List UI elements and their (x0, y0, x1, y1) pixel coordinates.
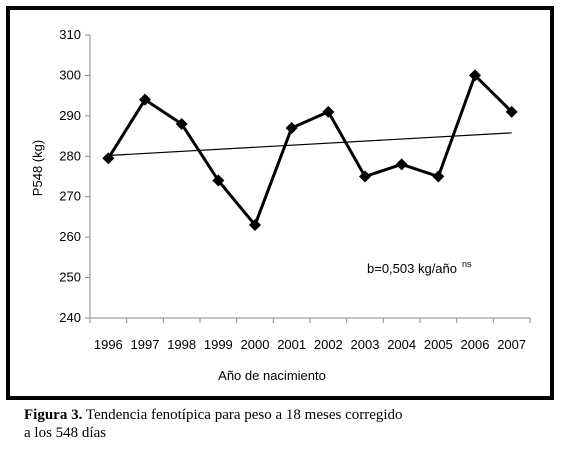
y-tick-label: 240 (59, 310, 81, 325)
y-tick-label: 260 (59, 229, 81, 244)
figure-frame: 240 250 260 270 280 290 300 310 1996 1997 1998 199… (6, 6, 554, 400)
x-tick-label: 2005 (424, 337, 453, 352)
data-point-marker (359, 170, 371, 183)
y-tick-label: 310 (59, 27, 81, 42)
series-group (102, 69, 518, 232)
data-point-marker (505, 105, 518, 118)
series-line (107, 72, 513, 228)
y-tick-label: 290 (59, 108, 81, 123)
data-point-marker (249, 219, 261, 232)
data-point-marker (469, 69, 481, 82)
data-point-marker (175, 117, 188, 130)
caption-line-2: a los 548 días (24, 425, 107, 441)
x-tick-label: 2007 (497, 337, 526, 352)
data-point-marker (102, 152, 115, 165)
slope-annotation-superscript: ns (462, 259, 472, 269)
trendline (108, 132, 512, 157)
x-axis-ticks: 1996 1997 1998 1999 2000 2001 2002 2003 2004 2005… (89, 318, 531, 352)
caption-label: Figura 3. (24, 407, 83, 423)
slope-annotation: b=0,503 kg/año ns (367, 259, 472, 276)
data-point-marker (322, 105, 335, 118)
data-point-marker (212, 174, 225, 187)
y-tick-label: 270 (59, 189, 81, 204)
x-tick-label: 2001 (277, 337, 306, 352)
x-tick-label: 1997 (131, 337, 160, 352)
figure-caption: Figura 3. Tendencia fenotípica para peso… (24, 406, 544, 442)
slope-annotation-text: b=0,503 kg/año (367, 261, 457, 276)
data-point-marker (395, 158, 408, 171)
x-tick-label: 2004 (387, 337, 416, 352)
caption-line-1: Figura 3. Tendencia fenotípica para peso… (24, 406, 544, 424)
x-tick-label: 1999 (204, 337, 233, 352)
y-axis-ticks: 240 250 260 270 280 290 300 310 (59, 27, 90, 325)
x-tick-label: 2006 (461, 337, 490, 352)
data-point-marker (285, 121, 298, 134)
x-tick-label: 2000 (241, 337, 270, 352)
trendline-group (108, 132, 512, 157)
y-axis-title: P548 (kg) (30, 140, 45, 196)
x-axis-title: Año de nacimiento (218, 368, 326, 383)
x-tick-label: 1996 (94, 337, 123, 352)
data-point-marker (139, 93, 151, 106)
x-tick-label: 2003 (351, 337, 380, 352)
y-tick-label: 250 (59, 270, 81, 285)
y-tick-label: 280 (59, 148, 81, 163)
data-point-marker (432, 170, 445, 183)
axes (89, 35, 530, 319)
x-tick-label: 2002 (314, 337, 343, 352)
y-tick-label: 300 (59, 67, 81, 82)
x-tick-label: 1998 (167, 337, 196, 352)
caption-text: Tendencia fenotípica para peso a 18 mese… (85, 407, 403, 423)
